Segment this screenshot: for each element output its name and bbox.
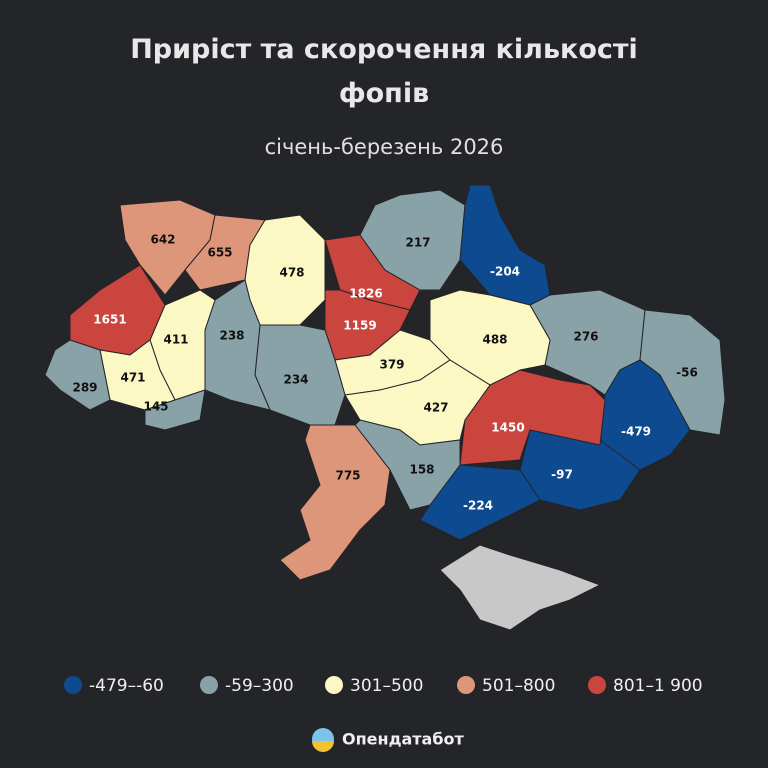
legend-swatch	[64, 676, 82, 694]
region-value: 642	[150, 233, 175, 247]
region-value: -97	[551, 468, 573, 482]
legend-label: 801–1 900	[613, 676, 703, 696]
legend-label: 501–800	[482, 676, 555, 696]
region-value: 238	[219, 329, 244, 343]
region	[99, 339, 176, 411]
region-value: 427	[423, 401, 448, 415]
region	[459, 184, 551, 306]
region	[144, 389, 206, 431]
region-value: 411	[163, 333, 188, 347]
region-value: 289	[72, 381, 97, 395]
region-value: 1450	[491, 421, 524, 435]
region-value: 1651	[93, 313, 126, 327]
legend-swatch	[325, 676, 343, 694]
region-value: -56	[676, 366, 698, 380]
legend: -479–-60 -59–300 301–500 501–800 801–1 900	[64, 676, 703, 696]
region-value: 158	[409, 463, 434, 477]
region-value: 478	[279, 266, 304, 280]
region-value: 276	[573, 330, 598, 344]
subtitle: січень-березень 2026	[265, 135, 504, 159]
region-value: 1159	[343, 319, 376, 333]
region	[44, 339, 111, 411]
legend-label: 301–500	[350, 676, 423, 696]
region	[354, 419, 461, 511]
legend-label: -59–300	[225, 676, 294, 696]
region-value: -224	[463, 499, 493, 513]
region-value: 234	[283, 373, 308, 387]
crimea	[439, 544, 602, 631]
legend-swatch	[200, 676, 218, 694]
title: фопів	[339, 78, 429, 109]
region-value: 145	[143, 400, 168, 414]
region	[419, 464, 541, 541]
region	[459, 369, 606, 466]
region-value: 1826	[349, 287, 382, 301]
map: 642 655 478 1826 1159 217 -204 276 -56 -479 -97 -22…	[44, 184, 726, 631]
region-value: 217	[405, 236, 430, 250]
region-value: 775	[335, 469, 360, 483]
legend-swatch	[588, 676, 606, 694]
brand-logo-part	[312, 741, 334, 752]
brand: Опендатабот	[312, 728, 465, 752]
region-value: 488	[482, 333, 507, 347]
region-value: 379	[379, 358, 404, 372]
region-value: -204	[490, 265, 520, 279]
region-value: -479	[621, 425, 651, 439]
legend-label: -479–-60	[89, 676, 164, 696]
title: Приріст та скорочення кількості	[130, 34, 638, 65]
region-value: 471	[120, 371, 145, 385]
brand-name: Опендатабот	[342, 730, 465, 749]
region	[279, 424, 391, 581]
region-value: 655	[207, 246, 232, 260]
legend-swatch	[457, 676, 475, 694]
